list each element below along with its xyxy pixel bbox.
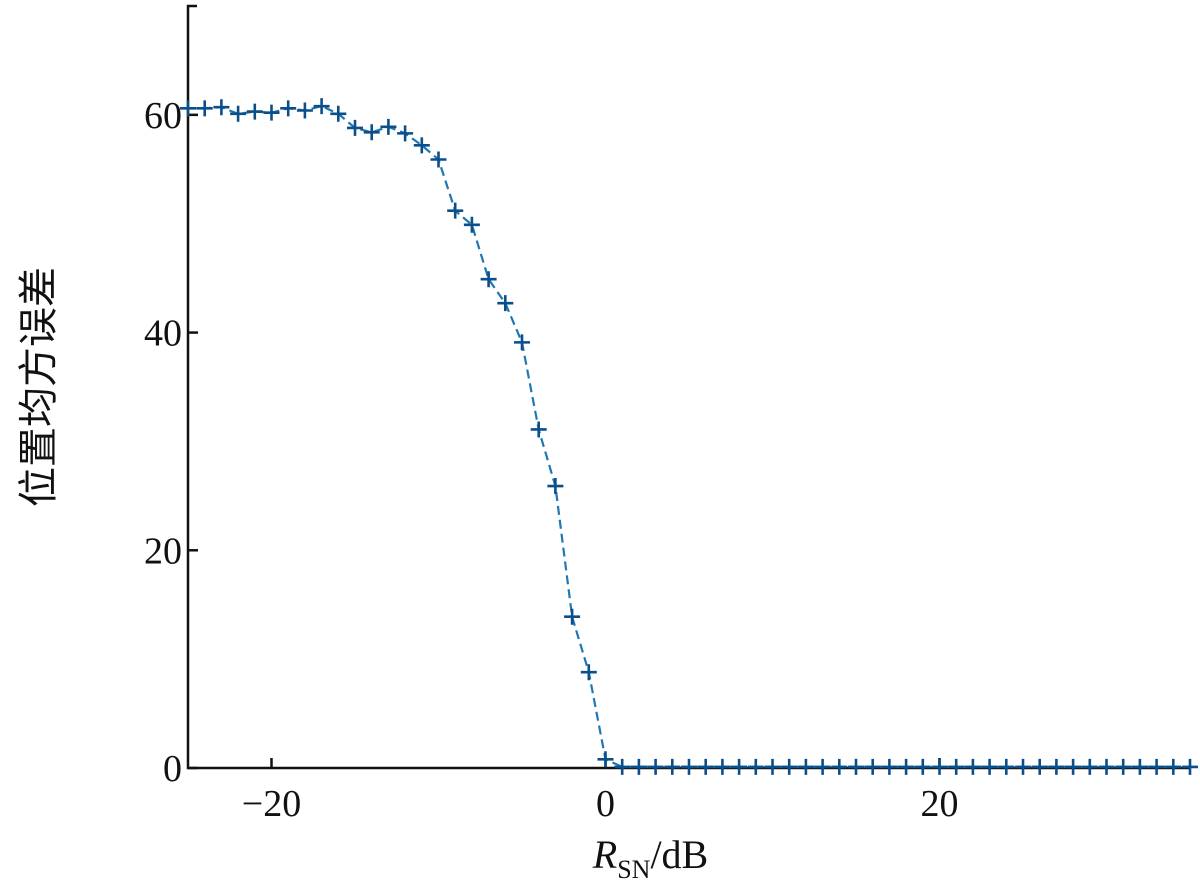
data-point [848, 758, 864, 775]
series-line [188, 104, 1190, 768]
data-point [797, 758, 814, 775]
y-tick-label: 40 [144, 313, 182, 355]
data-point [981, 758, 998, 775]
data-point [547, 478, 564, 495]
data-point [296, 102, 313, 119]
data-point [614, 758, 631, 775]
y-axis-label: 位置均方误差 [16, 267, 61, 507]
series-markers [180, 98, 1198, 775]
y-tick-label: 60 [144, 95, 182, 137]
x-axis-label-symbol: R [592, 832, 617, 877]
data-point [1098, 758, 1115, 775]
data-point [898, 758, 915, 775]
data-point [246, 103, 263, 120]
data-point [514, 334, 530, 351]
data-point [764, 758, 781, 775]
data-point [1182, 758, 1198, 775]
data-point [580, 664, 597, 681]
y-tick-label: 0 [163, 748, 182, 790]
data-point [530, 421, 547, 438]
x-axis-label-unit: /dB [650, 832, 708, 877]
data-point [831, 758, 848, 775]
data-point [1015, 758, 1031, 775]
data-point [781, 758, 798, 775]
x-tick-label: 0 [596, 783, 615, 825]
data-point [313, 98, 330, 115]
data-point [681, 758, 697, 775]
data-point [914, 758, 931, 775]
data-point [397, 125, 414, 142]
data-point [814, 758, 831, 775]
data-point [263, 104, 280, 121]
data-point [714, 758, 731, 775]
data-point [480, 271, 497, 288]
data-point [964, 758, 981, 775]
data-point [664, 758, 681, 775]
data-point [363, 124, 380, 141]
data-point [330, 105, 347, 122]
data-point [430, 151, 447, 168]
data-point [697, 758, 714, 775]
data-point [497, 295, 514, 312]
data-point [747, 758, 764, 775]
data-point [564, 608, 581, 625]
data-point [597, 751, 614, 768]
data-point [998, 758, 1015, 775]
data-point [1131, 758, 1148, 775]
data-point [731, 758, 748, 775]
data-point [213, 99, 230, 116]
data-point [196, 100, 213, 117]
data-point [1065, 758, 1082, 775]
data-point [413, 137, 430, 154]
x-axis-label: RSN/dB [592, 832, 708, 884]
data-point [1148, 758, 1165, 775]
data-point [630, 758, 647, 775]
data-point [881, 758, 898, 775]
data-point [230, 105, 247, 122]
data-point [647, 758, 664, 775]
data-point [948, 758, 965, 775]
data-point [447, 202, 464, 219]
data-point [1115, 758, 1132, 775]
data-point [864, 758, 881, 775]
data-point [380, 118, 397, 135]
data-point [347, 119, 363, 136]
x-axis-label-subscript: SN [617, 855, 650, 884]
data-point [463, 216, 480, 233]
data-point [180, 100, 196, 117]
data-point [1031, 758, 1048, 775]
ticks: 0 20 40 60 −20 0 20 [144, 95, 959, 825]
data-point [1048, 758, 1065, 775]
data-point [931, 758, 948, 775]
x-tick-label: −20 [242, 783, 301, 825]
data-point [280, 100, 297, 117]
data-point [1165, 758, 1182, 775]
y-tick-label: 20 [144, 530, 182, 572]
x-tick-label: 20 [921, 783, 959, 825]
data-point [1081, 758, 1098, 775]
